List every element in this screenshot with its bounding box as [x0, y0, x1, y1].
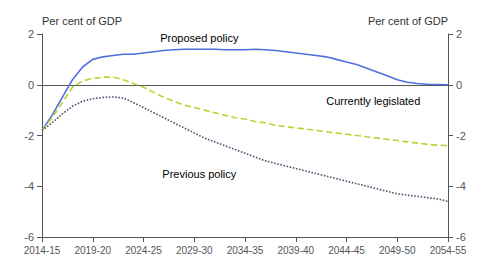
svg-text:2019-20: 2019-20: [74, 245, 111, 256]
svg-text:Previous policy: Previous policy: [162, 168, 236, 180]
svg-text:-4: -4: [456, 180, 466, 192]
svg-text:2: 2: [28, 28, 34, 40]
svg-text:Currently legislated: Currently legislated: [326, 95, 420, 107]
svg-text:0: 0: [28, 79, 34, 91]
svg-text:2034-35: 2034-35: [227, 245, 264, 256]
svg-text:Per cent of GDP: Per cent of GDP: [42, 15, 122, 27]
svg-text:-2: -2: [24, 130, 34, 142]
svg-text:2049-50: 2049-50: [379, 245, 416, 256]
svg-text:-6: -6: [456, 231, 466, 243]
svg-text:-2: -2: [456, 130, 466, 142]
svg-text:-6: -6: [24, 231, 34, 243]
svg-text:2014-15: 2014-15: [24, 245, 61, 256]
svg-text:2039-40: 2039-40: [277, 245, 314, 256]
svg-text:Per cent of GDP: Per cent of GDP: [368, 15, 448, 27]
svg-text:0: 0: [456, 79, 462, 91]
svg-text:2029-30: 2029-30: [176, 245, 213, 256]
svg-text:Proposed policy: Proposed policy: [160, 32, 239, 44]
svg-text:2054-55: 2054-55: [430, 245, 467, 256]
svg-text:2024-25: 2024-25: [125, 245, 162, 256]
svg-text:2044-45: 2044-45: [328, 245, 365, 256]
svg-text:-4: -4: [24, 180, 34, 192]
svg-text:2: 2: [456, 28, 462, 40]
